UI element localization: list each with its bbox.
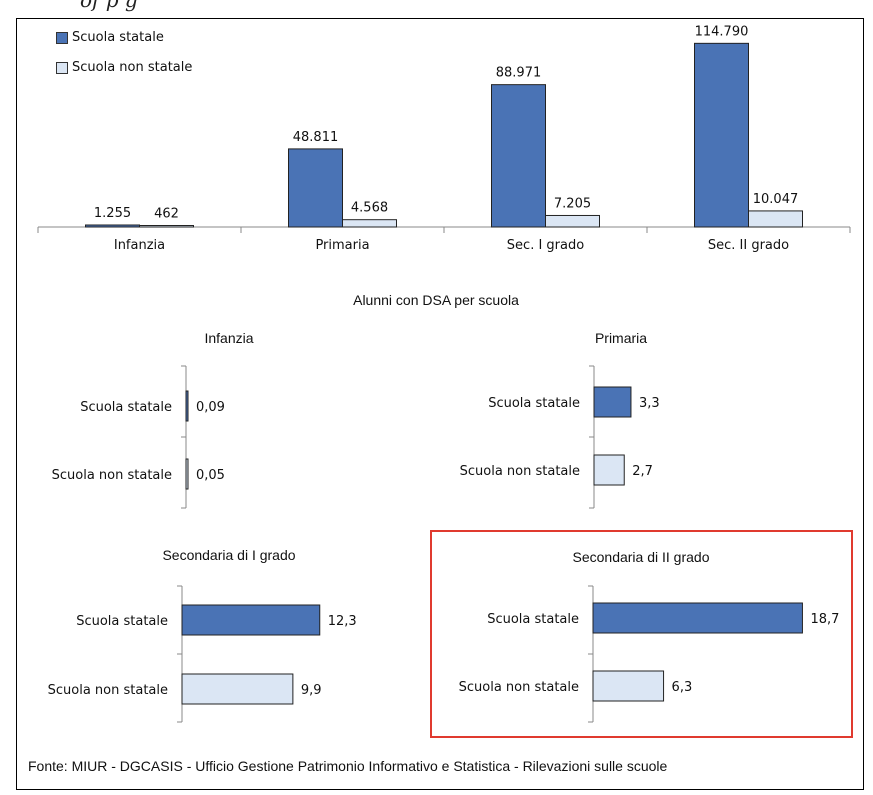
panel-title: Secondaria di I grado: [162, 547, 295, 563]
x-tick-label: Primaria: [315, 238, 369, 253]
value-label: 0,09: [196, 400, 225, 415]
category-label: Scuola non statale: [459, 680, 579, 695]
hbar-statale: [181, 604, 321, 636]
figure-frame: [16, 18, 864, 790]
category-label: Scuola non statale: [460, 464, 580, 479]
bar-non-statale: [748, 210, 803, 228]
legend-label-statale: Scuola statale: [72, 30, 164, 45]
bar-statale: [85, 224, 140, 228]
category-label: Scuola non statale: [52, 468, 172, 483]
data-label-statale: 48.811: [293, 130, 339, 145]
hbar-statale: [593, 386, 632, 418]
source-note: Fonte: MIUR - DGCASIS - Ufficio Gestione…: [28, 758, 668, 774]
hbar-statale: [185, 390, 189, 422]
page-title-fragment: of p g: [80, 0, 138, 12]
panel-group-title: Alunni con DSA per scuola: [353, 292, 519, 308]
legend-item-non-statale: Scuola non statale: [56, 60, 192, 75]
value-label: 6,3: [672, 680, 693, 695]
data-label-non-statale: 462: [154, 207, 179, 222]
category-label: Scuola statale: [488, 396, 580, 411]
value-label: 2,7: [632, 464, 653, 479]
value-label: 9,9: [301, 683, 322, 698]
bar-non-statale: [139, 225, 194, 228]
category-label: Scuola non statale: [48, 683, 168, 698]
category-label: Scuola statale: [80, 400, 172, 415]
highlight-box: [430, 530, 853, 738]
bar-statale: [491, 84, 546, 228]
panel-title: Primaria: [595, 330, 647, 346]
data-label-non-statale: 4.568: [351, 201, 388, 216]
data-label-statale: 1.255: [94, 206, 131, 221]
value-label: 3,3: [639, 396, 660, 411]
data-label-non-statale: 10.047: [753, 192, 799, 207]
category-label: Scuola statale: [487, 612, 579, 627]
value-label: 18,7: [810, 612, 839, 627]
legend-item-statale: Scuola statale: [56, 30, 164, 45]
panel-title: Secondaria di II grado: [573, 549, 710, 565]
hbar-non-statale: [592, 670, 665, 702]
hbar-non-statale: [185, 458, 189, 490]
category-label: Scuola statale: [76, 614, 168, 629]
legend-swatch-non-statale: [56, 61, 68, 74]
panel-title: Infanzia: [204, 330, 253, 346]
hbar-non-statale: [593, 454, 625, 486]
bar-statale: [288, 148, 343, 228]
data-label-statale: 88.971: [496, 66, 542, 81]
bar-non-statale: [545, 214, 600, 228]
data-label-statale: 114.790: [695, 24, 749, 39]
legend-label-non-statale: Scuola non statale: [72, 60, 193, 75]
bar-non-statale: [342, 219, 397, 228]
value-label: 0,05: [196, 468, 225, 483]
legend-swatch-statale: [56, 31, 68, 44]
hbar-statale: [592, 602, 803, 634]
x-tick-label: Sec. II grado: [708, 238, 789, 253]
x-tick-label: Infanzia: [114, 238, 165, 253]
x-tick-label: Sec. I grado: [507, 238, 584, 253]
data-label-non-statale: 7.205: [554, 196, 591, 211]
bar-statale: [694, 42, 749, 228]
hbar-non-statale: [181, 673, 294, 705]
value-label: 12,3: [328, 614, 357, 629]
